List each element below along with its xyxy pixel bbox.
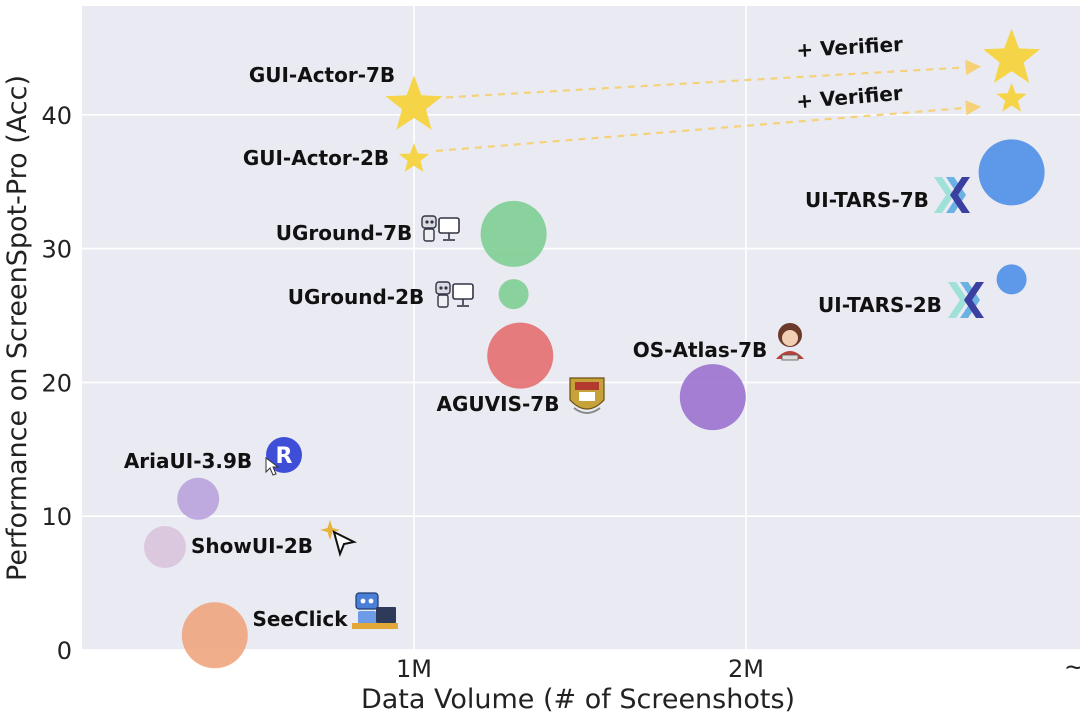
cartoon-avatar-icon — [776, 323, 804, 361]
x-axis-label: Data Volume (# of Screenshots) — [361, 684, 795, 715]
verifier-point — [996, 82, 1027, 112]
ui-tars-logo-icon — [934, 177, 970, 213]
y-tick-label: 20 — [41, 369, 72, 397]
os-atlas-7b-label: OS-Atlas-7B — [633, 338, 767, 362]
gui-actor-7b-label: GUI-Actor-7B — [249, 63, 395, 87]
model-icons: R — [265, 177, 984, 629]
y-tick-label: 40 — [41, 102, 72, 130]
robot-computer-icon — [421, 215, 460, 242]
ariaui-3-9b-label: AriaUI-3.9B — [124, 449, 252, 473]
seeclick-point — [181, 602, 248, 669]
ui-tars-2b-label: UI-TARS-2B — [818, 293, 942, 317]
y-tick-label: 10 — [41, 503, 72, 531]
plot-area — [82, 6, 1080, 650]
robot-computer-icon — [435, 281, 474, 308]
y-axis-label: Performance on ScreenSpot-Pro (Acc) — [2, 75, 33, 581]
svg-text:R: R — [276, 444, 293, 469]
y-tick-label: 30 — [41, 236, 72, 264]
x-tick-label: 1M — [396, 655, 432, 683]
robot-laptop-icon — [352, 592, 398, 629]
y-tick-label: 0 — [57, 637, 72, 665]
os-atlas-7b-point — [679, 364, 746, 431]
gui-actor-2b-label: GUI-Actor-2B — [243, 146, 389, 170]
ui-tars-logo-icon — [948, 282, 984, 318]
ariaui-3-9b-point — [177, 477, 220, 520]
gui-actor-2b-point — [398, 143, 430, 172]
university-crest-icon — [569, 377, 605, 414]
aria-logo-icon: R — [265, 437, 302, 476]
gui-actor-7b-point — [385, 75, 443, 130]
ui-tars-7b-label: UI-TARS-7B — [805, 188, 929, 212]
verifier-arrow — [445, 59, 982, 99]
sparkle-cursor-icon — [320, 520, 358, 558]
aguvis-7b-label: AGUVIS-7B — [437, 392, 560, 416]
point-labels: GUI-Actor-7B GUI-Actor-2B UI-TARS-7B UI-TAR… — [124, 63, 942, 631]
seeclick-label: SeeClick — [252, 607, 348, 631]
aguvis-7b-point — [487, 322, 554, 389]
showui-2b-label: ShowUI-2B — [191, 534, 313, 558]
verifier-point — [983, 28, 1041, 83]
showui-2b-point — [144, 525, 186, 568]
tick-labels: 0 10 20 30 40 1M 2M — [41, 102, 764, 683]
data-points — [144, 28, 1045, 669]
axis-break-glyph: ~ — [1064, 653, 1080, 681]
uground-7b-point — [480, 200, 547, 267]
uground-7b-label: UGround-7B — [276, 221, 413, 245]
ui-tars-7b-point — [978, 139, 1045, 206]
uground-2b-point — [498, 279, 529, 310]
ui-tars-2b-point — [996, 264, 1027, 295]
x-tick-label: 2M — [728, 655, 764, 683]
uground-2b-label: UGround-2B — [288, 285, 425, 309]
